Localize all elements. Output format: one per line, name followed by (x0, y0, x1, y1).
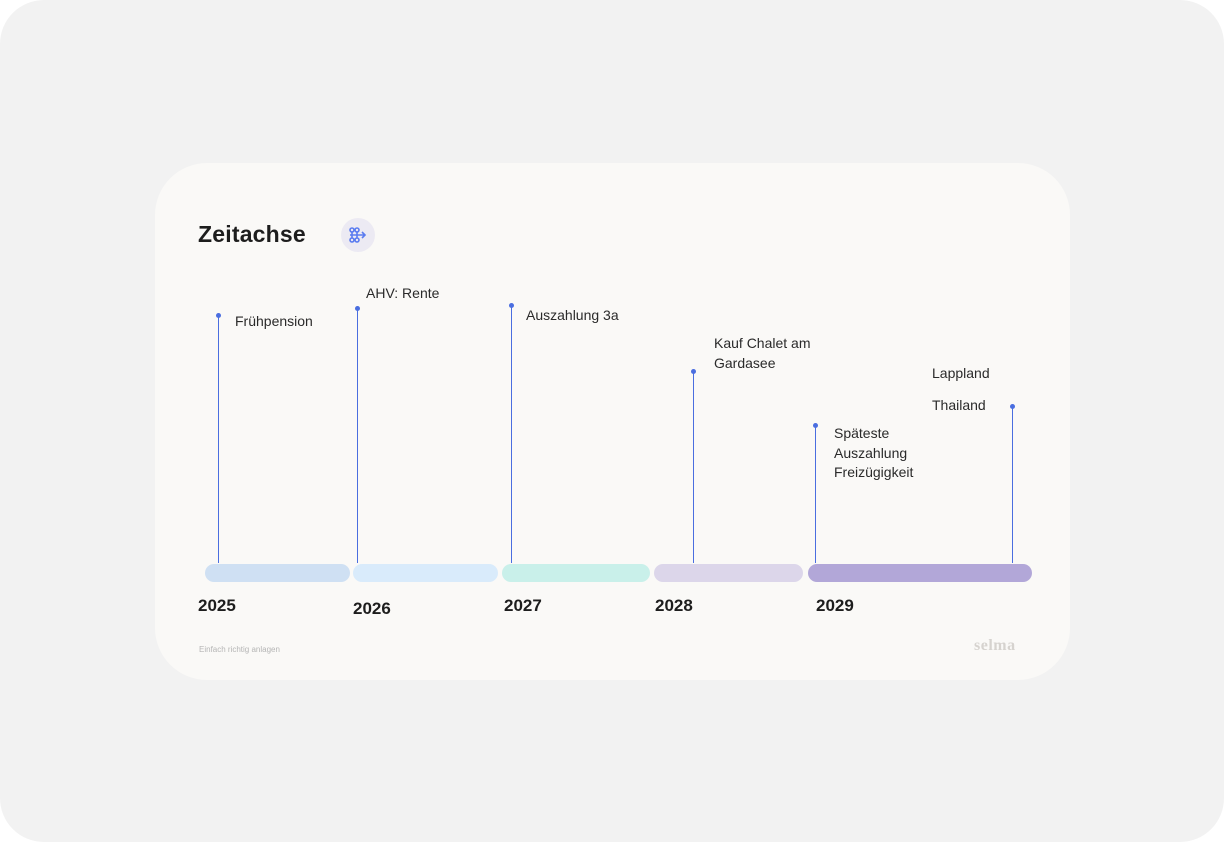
event-label: AHV: Rente (366, 285, 440, 301)
event-dot (509, 303, 514, 308)
event-line (693, 371, 694, 563)
year-label: 2026 (353, 599, 391, 618)
year-segment (205, 564, 350, 582)
event-label: Frühpension (235, 313, 313, 329)
event-line (357, 308, 358, 563)
timeline-card: Zeitachse Einfach richtig anlagen selma … (155, 163, 1070, 680)
year-label: 2029 (816, 596, 854, 615)
event-dot (691, 369, 696, 374)
event-label: Thailand (932, 397, 986, 413)
year-segment (808, 564, 1032, 582)
year-segment (502, 564, 650, 582)
timeline-icon[interactable] (341, 218, 375, 252)
year-segment (654, 564, 803, 582)
event-dot (813, 423, 818, 428)
event-line (511, 305, 512, 563)
event-label: Auszahlung 3a (526, 307, 619, 323)
event-dot (1010, 404, 1015, 409)
event-line (815, 425, 816, 563)
event-label: Lappland (932, 365, 990, 381)
event-label: Späteste Auszahlung Freizügigkeit (834, 425, 914, 480)
event-line (1012, 406, 1013, 563)
logo: selma (974, 637, 1016, 654)
year-label: 2027 (504, 596, 542, 615)
event-line (218, 315, 219, 563)
event-dot (355, 306, 360, 311)
tagline: Einfach richtig anlagen (199, 645, 280, 654)
event-label: Kauf Chalet am Gardasee (714, 335, 811, 371)
year-segment (353, 564, 498, 582)
year-label: 2028 (655, 596, 693, 615)
card-title: Zeitachse (198, 221, 306, 247)
event-dot (216, 313, 221, 318)
year-label: 2025 (198, 596, 236, 615)
